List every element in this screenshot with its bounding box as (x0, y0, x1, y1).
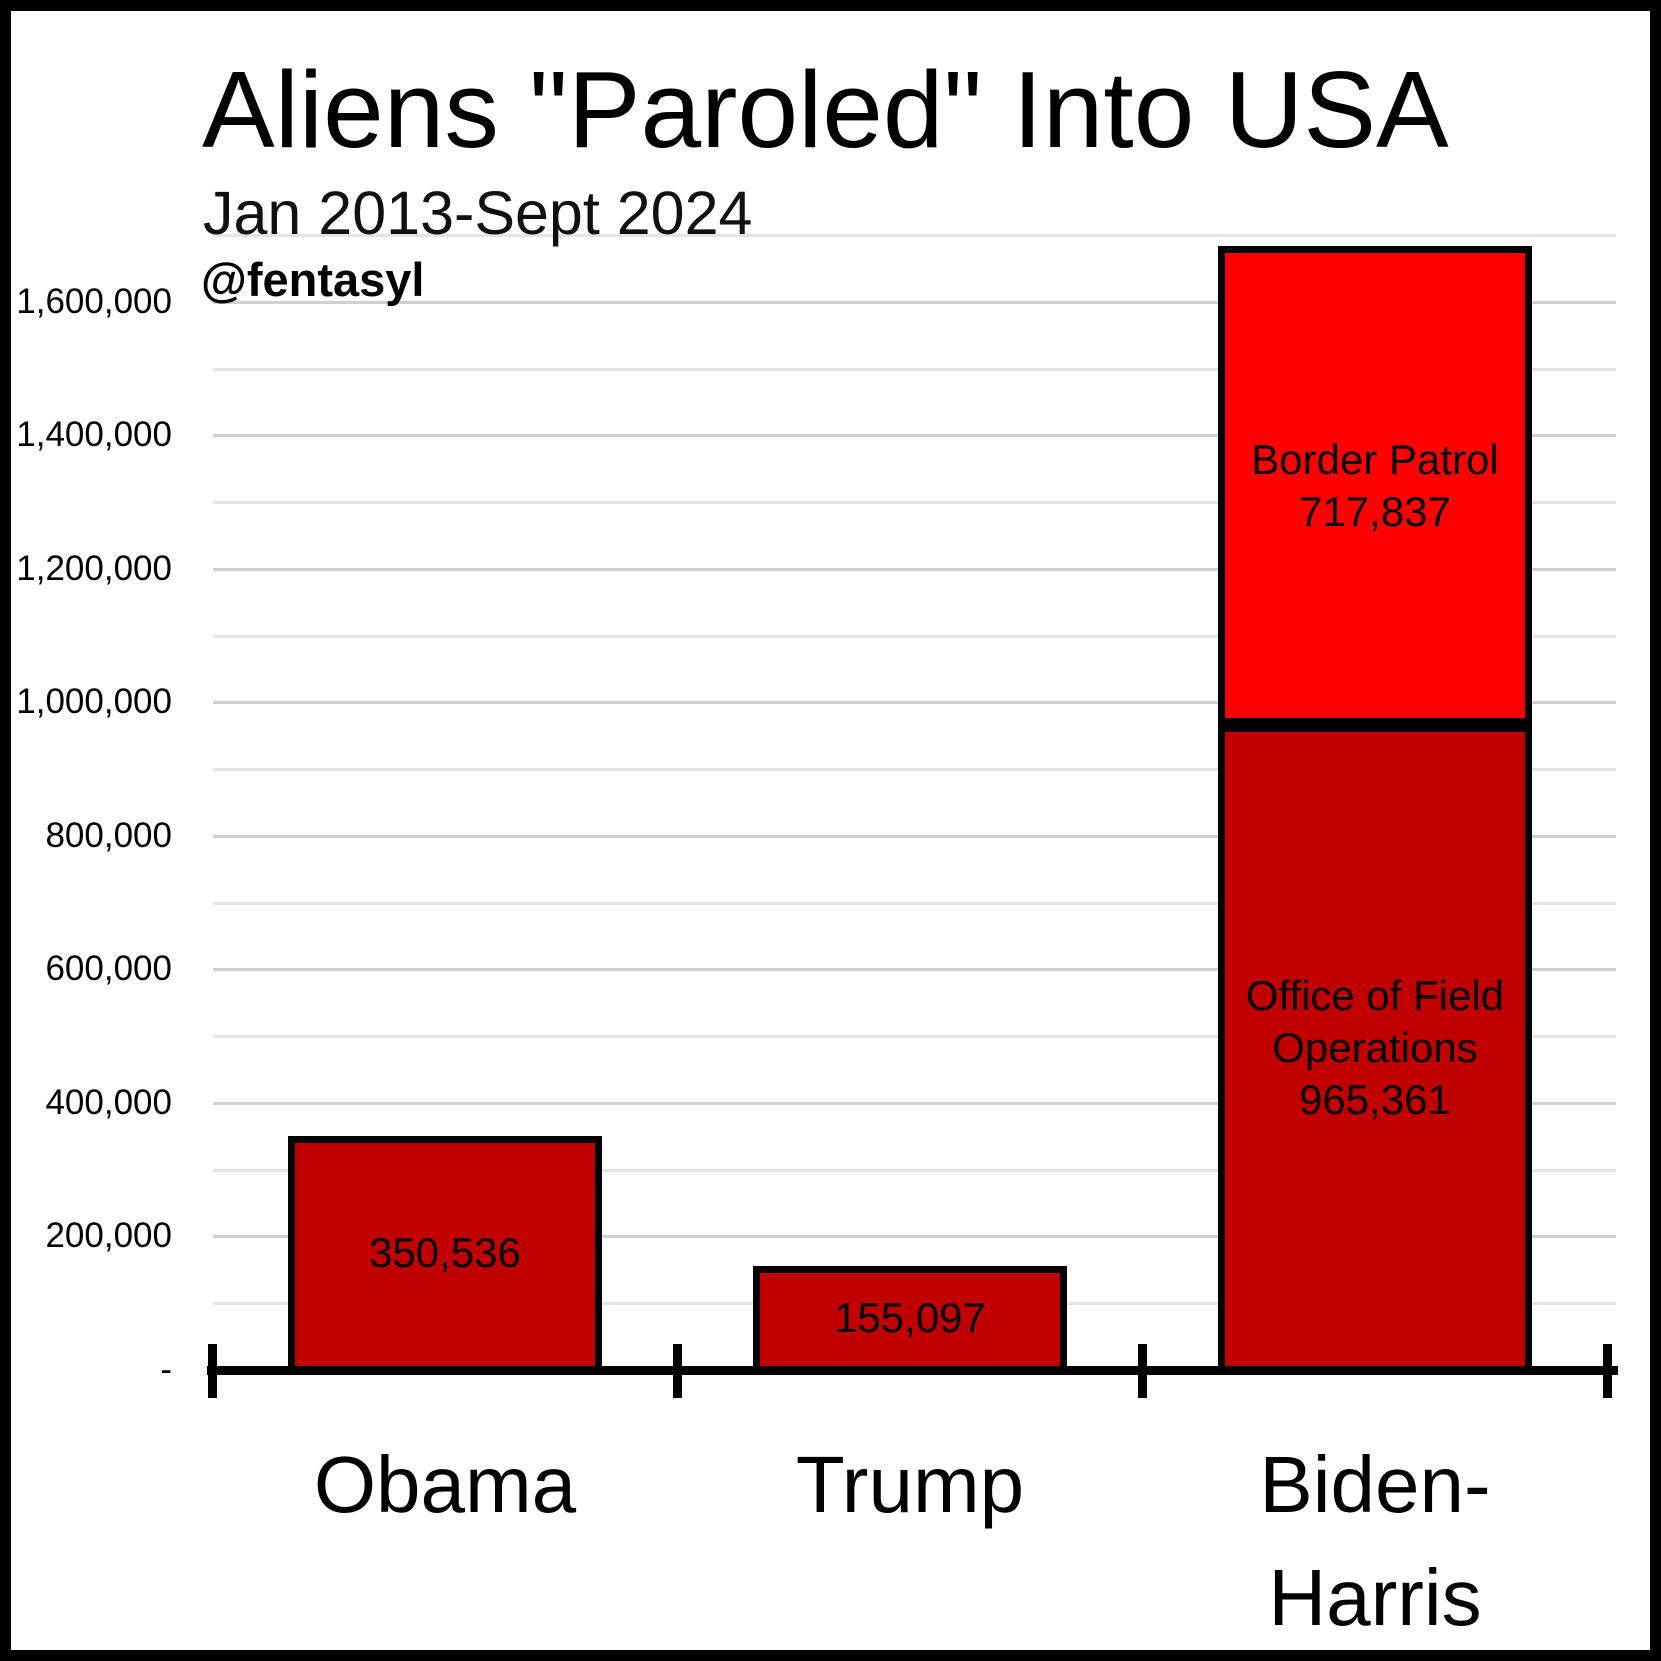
bar-segment-biden-harris-0 (1218, 725, 1532, 1373)
y-axis-tick-label: - (160, 1350, 172, 1389)
bar-value-label-line: Operations (1272, 1024, 1478, 1071)
bar-value-label-line: 155,097 (834, 1294, 986, 1341)
y-gridline (213, 301, 1616, 304)
bar-value-label: Office of Field Operations 965,361 (1218, 970, 1532, 1126)
y-axis-tick-label: 1,000,000 (16, 682, 172, 721)
category-label-line: Trump (795, 1440, 1025, 1529)
y-gridline (213, 434, 1616, 437)
bar-segment-biden-harris-1 (1218, 246, 1532, 725)
y-axis-tick-label: 800,000 (45, 816, 172, 855)
x-axis-line (207, 1366, 1618, 1375)
y-gridline (213, 1235, 1616, 1238)
bar-value-label: 155,097 (753, 1292, 1067, 1344)
y-gridline (213, 835, 1616, 838)
bar-value-label-line: Border Patrol (1251, 436, 1499, 483)
y-axis-tick-label: 200,000 (45, 1216, 172, 1255)
category-label-biden-harris: Biden- Harris (1115, 1428, 1635, 1654)
y-gridline (213, 768, 1616, 771)
y-gridline (213, 968, 1616, 971)
bar-segment-obama-0 (288, 1136, 602, 1373)
y-gridline (213, 501, 1616, 504)
category-label-line: Harris (1268, 1553, 1482, 1642)
category-label-line: Biden- (1259, 1440, 1491, 1529)
y-axis-tick-label: 400,000 (45, 1083, 172, 1122)
x-axis-tick (673, 1344, 682, 1398)
category-label-obama: Obama (185, 1428, 705, 1541)
attribution-handle: @fentasyl (201, 253, 425, 306)
y-gridline (213, 568, 1616, 571)
y-gridline (213, 701, 1616, 704)
bar-value-label: 350,536 (288, 1227, 602, 1279)
y-axis-tick-label: 1,600,000 (16, 282, 172, 321)
x-axis-tick (1138, 1344, 1147, 1398)
bar-value-label: Border Patrol 717,837 (1218, 434, 1532, 538)
bar-segment-trump-0 (753, 1266, 1067, 1373)
y-gridline (213, 368, 1616, 371)
y-axis-tick-label: 1,400,000 (16, 415, 172, 454)
bar-value-label-line: 350,536 (369, 1229, 521, 1276)
y-gridline (213, 1035, 1616, 1038)
y-gridline (213, 635, 1616, 638)
y-axis-tick-label: 1,200,000 (16, 549, 172, 588)
x-axis-tick (208, 1344, 217, 1398)
y-gridline (213, 1169, 1616, 1172)
bar-value-label-line: 717,837 (1299, 488, 1451, 535)
category-label-trump: Trump (650, 1428, 1170, 1541)
x-axis-tick (1603, 1344, 1612, 1398)
chart-title: Aliens "Paroled" Into USA (202, 49, 1449, 171)
y-gridline (213, 902, 1616, 905)
y-gridline (213, 234, 1616, 237)
y-gridline (213, 1102, 1616, 1105)
bar-value-label-line: Office of Field (1245, 972, 1505, 1019)
y-axis-tick-label: 600,000 (45, 949, 172, 988)
chart-subtitle: Jan 2013-Sept 2024 (203, 179, 753, 247)
bar-value-label-line: 965,361 (1299, 1076, 1451, 1123)
category-label-line: Obama (313, 1440, 577, 1529)
